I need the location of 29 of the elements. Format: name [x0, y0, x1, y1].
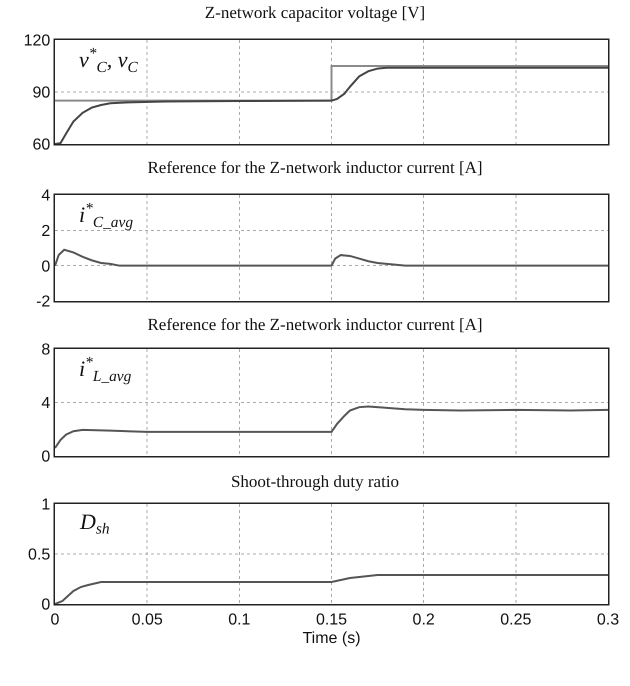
x-tick-label: 0.05: [132, 612, 163, 629]
y-tick-label: 8: [41, 342, 50, 359]
annotation: D$_{sh}$: [79, 509, 110, 538]
y-tick-label: 0.5: [28, 546, 50, 564]
y-tick-label: 0: [41, 448, 50, 466]
x-tick-label: 0.3: [596, 612, 620, 629]
annotation: v$^{*}$$_{C}$, v$_{C}$: [79, 45, 138, 76]
y-tick-label: -2: [36, 294, 50, 311]
chart-title: Shoot-through duty ratio: [230, 472, 400, 491]
y-tick-label: 2: [41, 222, 50, 240]
y-tick-label: 60: [32, 136, 50, 154]
x-tick-label: 0.25: [500, 612, 532, 629]
chart-title: Reference for the Z-network inductor current [A]: [147, 314, 483, 334]
line-series: [55, 406, 608, 449]
x-tick-label: 0.15: [316, 612, 348, 629]
x-tick-label: 0.1: [228, 612, 251, 629]
y-tick-label: 4: [41, 188, 50, 205]
y-tick-label: 0: [41, 258, 50, 276]
line-series: [55, 248, 608, 267]
x-tick-label: 0.2: [412, 612, 435, 629]
chart-title: Reference for the Z-network inductor current [A]: [147, 158, 483, 177]
y-tick-label: 0: [41, 596, 50, 614]
chart-title: Z-network capacitor voltage [V]: [204, 2, 426, 22]
line-series: [55, 574, 608, 604]
y-tick-label: 90: [32, 84, 50, 102]
y-tick-label: 4: [41, 395, 50, 412]
x-axis-title: Time (s): [302, 630, 361, 648]
y-tick-label: 120: [24, 32, 50, 50]
y-tick-label: 1: [41, 496, 50, 514]
